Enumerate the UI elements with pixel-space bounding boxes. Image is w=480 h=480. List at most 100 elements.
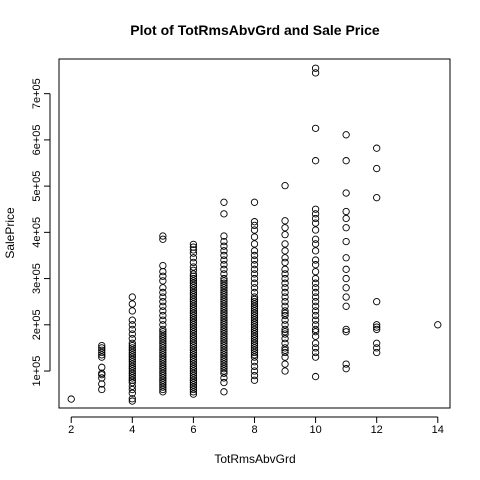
data-point	[250, 302, 259, 310]
data-point	[159, 311, 167, 320]
y-tick-label: 7e+05	[31, 78, 43, 109]
data-point	[189, 362, 198, 371]
data-point	[159, 376, 167, 384]
y-tick-label: 2e+05	[31, 309, 43, 340]
data-point	[220, 346, 228, 354]
data-point	[128, 367, 136, 375]
data-point	[220, 291, 228, 299]
data-point	[128, 330, 136, 338]
data-point	[220, 353, 228, 361]
data-point	[189, 307, 198, 315]
data-point	[311, 256, 320, 264]
data-point	[67, 395, 75, 403]
data-point	[220, 256, 228, 264]
y-axis: 1e+05 2e+05 3e+05 4e+05 5e+05 6e+05 7e+05	[31, 78, 51, 387]
data-point	[189, 279, 198, 287]
data-point	[189, 332, 198, 340]
data-point	[250, 323, 259, 331]
data-point	[311, 214, 320, 223]
data-point	[220, 318, 228, 327]
data-point	[250, 344, 259, 352]
data-point	[311, 284, 320, 292]
data-point	[128, 365, 136, 373]
data-point	[159, 355, 167, 364]
data-point	[189, 325, 198, 334]
data-point	[311, 279, 320, 287]
data-points	[67, 64, 442, 405]
data-point	[159, 235, 167, 243]
data-point	[220, 247, 228, 255]
data-point	[311, 344, 320, 352]
data-point	[250, 298, 259, 306]
data-point	[311, 293, 320, 301]
data-point	[281, 367, 289, 375]
data-point	[342, 293, 350, 301]
data-point	[128, 360, 136, 368]
y-tick-label: 3e+05	[31, 263, 43, 294]
data-point	[342, 360, 350, 368]
data-point	[159, 369, 167, 377]
data-point	[373, 321, 381, 329]
data-point	[220, 335, 228, 343]
data-point	[250, 274, 259, 283]
data-point	[250, 279, 259, 287]
data-point	[281, 309, 289, 317]
data-point	[159, 316, 167, 324]
data-point	[128, 341, 136, 350]
data-point	[220, 302, 228, 310]
data-point	[128, 371, 136, 380]
data-point	[189, 330, 198, 338]
data-point	[189, 346, 198, 354]
data-point	[281, 279, 289, 287]
data-point	[128, 346, 136, 354]
data-point	[189, 348, 198, 357]
y-tick-label: 1e+05	[31, 356, 43, 387]
data-point	[220, 281, 228, 290]
data-point	[373, 339, 381, 347]
data-point	[220, 388, 228, 396]
data-point	[159, 351, 167, 359]
data-point	[189, 376, 198, 384]
data-point	[250, 307, 259, 315]
data-point	[128, 335, 136, 343]
data-point	[159, 307, 167, 315]
data-point	[189, 337, 198, 345]
data-point	[159, 348, 167, 357]
data-point	[220, 286, 228, 294]
x-axis: 2 4 6 8 10 12 14	[68, 416, 444, 436]
data-point	[159, 293, 167, 301]
data-point	[281, 316, 289, 324]
data-point	[189, 385, 198, 394]
data-point	[311, 274, 320, 283]
data-point	[311, 64, 320, 72]
data-point	[128, 397, 136, 405]
data-point	[311, 157, 320, 165]
data-point	[189, 277, 198, 285]
data-point	[189, 341, 198, 350]
data-point	[98, 344, 106, 352]
data-point	[250, 265, 259, 273]
data-point	[159, 344, 167, 352]
data-point	[189, 295, 198, 304]
data-point	[220, 251, 228, 260]
data-point	[98, 353, 106, 361]
data-point	[281, 339, 289, 347]
data-point	[250, 346, 259, 354]
data-point	[189, 263, 198, 271]
data-point	[311, 325, 320, 334]
data-point	[281, 270, 289, 278]
data-point	[281, 353, 289, 361]
data-point	[220, 279, 228, 287]
data-point	[159, 330, 167, 338]
data-point	[250, 321, 259, 329]
data-point	[159, 374, 167, 382]
data-point	[159, 284, 167, 292]
data-point	[250, 328, 259, 336]
data-point	[311, 372, 320, 381]
data-point	[189, 339, 198, 347]
data-point	[220, 330, 228, 338]
data-point	[159, 337, 167, 345]
data-point	[189, 311, 198, 320]
data-point	[189, 288, 198, 297]
data-point	[189, 367, 198, 375]
